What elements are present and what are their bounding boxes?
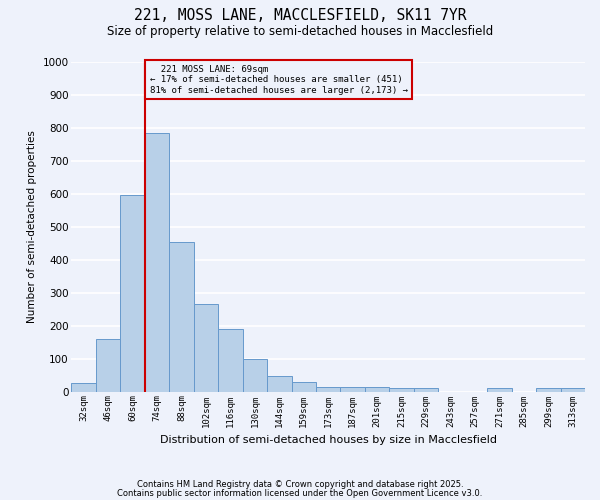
Bar [169,242,194,392]
Bar [194,304,218,392]
X-axis label: Distribution of semi-detached houses by size in Macclesfield: Distribution of semi-detached houses by … [160,435,497,445]
Text: 221, MOSS LANE, MACCLESFIELD, SK11 7YR: 221, MOSS LANE, MACCLESFIELD, SK11 7YR [134,8,466,22]
Bar [414,388,438,392]
Bar [218,329,242,392]
Bar [267,376,292,392]
Bar [96,340,121,392]
Bar [340,386,365,392]
Text: Contains public sector information licensed under the Open Government Licence v3: Contains public sector information licen… [118,488,482,498]
Bar [316,386,340,392]
Bar [560,388,585,392]
Bar [71,384,96,392]
Bar [242,358,267,392]
Bar [121,195,145,392]
Text: 221 MOSS LANE: 69sqm
← 17% of semi-detached houses are smaller (451)
81% of semi: 221 MOSS LANE: 69sqm ← 17% of semi-detac… [150,65,408,94]
Bar [292,382,316,392]
Y-axis label: Number of semi-detached properties: Number of semi-detached properties [27,130,37,323]
Bar [389,388,414,392]
Bar [365,388,389,392]
Bar [487,388,512,392]
Bar [145,133,169,392]
Bar [536,388,560,392]
Text: Contains HM Land Registry data © Crown copyright and database right 2025.: Contains HM Land Registry data © Crown c… [137,480,463,489]
Text: Size of property relative to semi-detached houses in Macclesfield: Size of property relative to semi-detach… [107,25,493,38]
